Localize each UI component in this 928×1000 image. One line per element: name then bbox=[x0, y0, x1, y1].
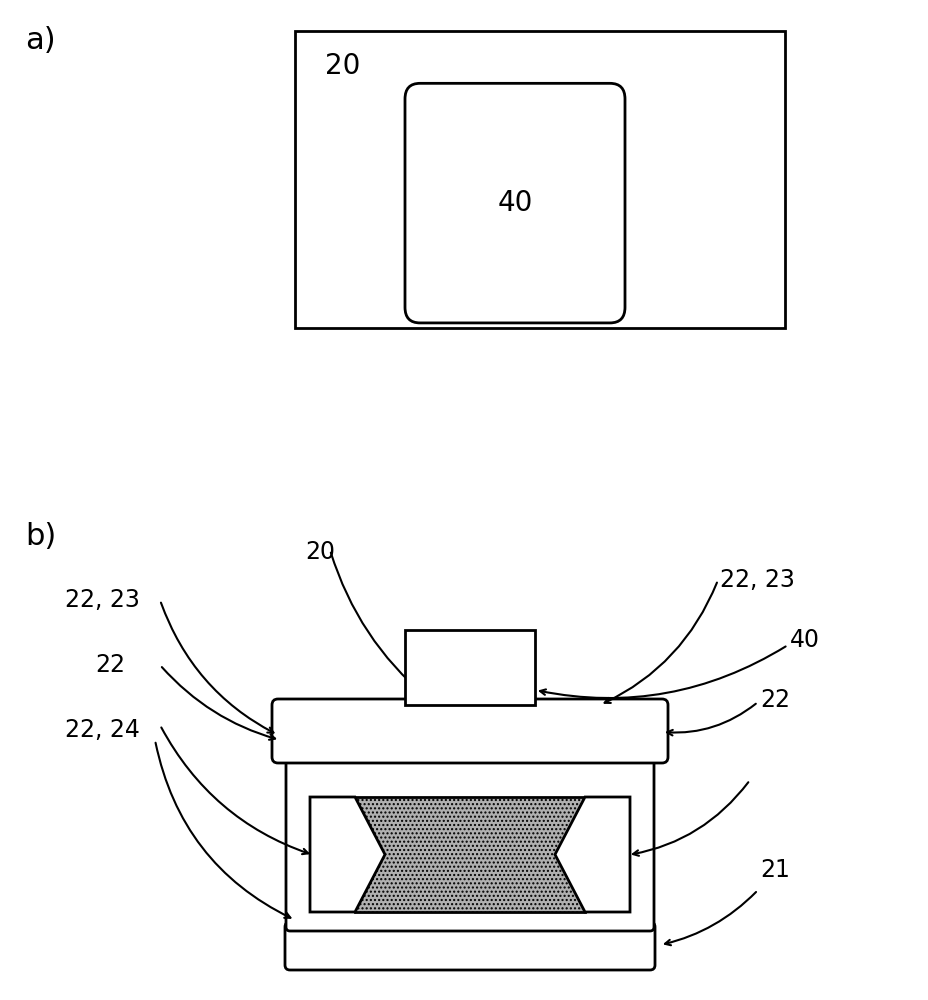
Bar bbox=[295, 31, 784, 328]
Text: 40: 40 bbox=[496, 189, 532, 217]
FancyBboxPatch shape bbox=[286, 753, 653, 931]
Text: 22, 23: 22, 23 bbox=[719, 568, 794, 592]
Polygon shape bbox=[310, 797, 384, 912]
Text: 22: 22 bbox=[759, 688, 789, 712]
Text: 22, 24: 22, 24 bbox=[65, 718, 140, 742]
FancyBboxPatch shape bbox=[272, 699, 667, 763]
Text: 40: 40 bbox=[789, 628, 819, 652]
Bar bbox=[354, 797, 585, 912]
Text: 22, 23: 22, 23 bbox=[65, 588, 140, 612]
Text: 21: 21 bbox=[759, 858, 789, 882]
Bar bbox=[405, 630, 535, 705]
FancyBboxPatch shape bbox=[285, 922, 654, 970]
Text: 20: 20 bbox=[304, 540, 335, 564]
Text: a): a) bbox=[25, 26, 56, 55]
Text: 22: 22 bbox=[95, 653, 125, 677]
Text: b): b) bbox=[25, 522, 57, 551]
Text: 20: 20 bbox=[325, 52, 360, 80]
Polygon shape bbox=[554, 797, 629, 912]
FancyBboxPatch shape bbox=[405, 83, 625, 323]
